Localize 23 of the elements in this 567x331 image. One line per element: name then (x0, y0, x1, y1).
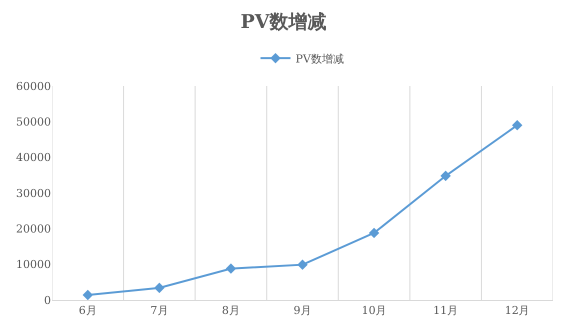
y-tick-label: 60000 (16, 80, 51, 93)
point (440, 170, 451, 182)
x-tick-label: 8月 (222, 304, 240, 318)
legend-label: PV数增减 (296, 52, 344, 66)
y-tick-label: 20000 (16, 222, 51, 236)
x-tick-label: 7月 (150, 304, 168, 318)
point (82, 290, 93, 300)
y-tick-label: 0 (44, 294, 51, 307)
y-tick-label: 40000 (16, 151, 51, 164)
point (226, 263, 236, 274)
x-tick-label: 12月 (504, 304, 530, 318)
y-tick-label: 30000 (16, 186, 51, 200)
x-tick-label: 9月 (294, 304, 312, 318)
y-tick-label: 50000 (16, 116, 51, 129)
x-tick-label: 11月 (433, 304, 458, 318)
point (368, 228, 380, 238)
x-tick-label: 10月 (362, 304, 387, 318)
point (297, 259, 308, 270)
x-tick-label: 6月 (78, 304, 97, 318)
point (154, 282, 165, 294)
y-tick-label: 10000 (16, 258, 51, 272)
point (512, 120, 522, 130)
chart-title: PV数增减 (240, 11, 327, 34)
